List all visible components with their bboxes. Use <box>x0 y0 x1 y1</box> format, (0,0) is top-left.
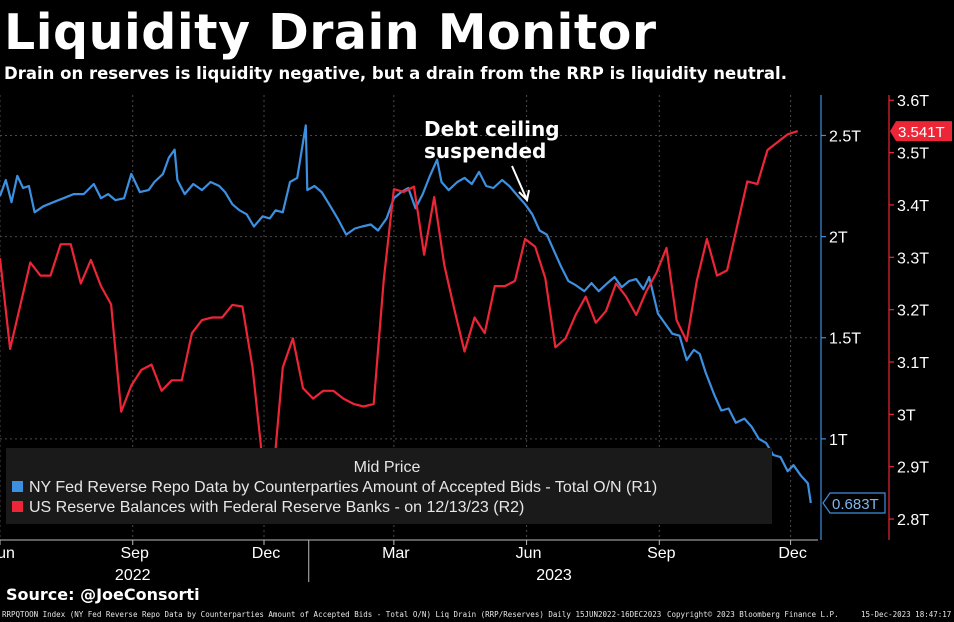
x-axis: Jun Sep Dec Mar Jun Sep Dec 2022 2023 <box>0 539 818 584</box>
axis-r2-label-3: 3.1T <box>897 355 929 372</box>
legend-entry-rrp: NY Fed Reverse Repo Data by Counterparti… <box>29 479 657 496</box>
legend-swatch-rrp <box>12 481 23 492</box>
x-tick-label-3: Mar <box>382 545 410 562</box>
series-lines <box>0 124 812 504</box>
x-year-label-1: 2023 <box>536 567 572 584</box>
x-tick-label-2: Dec <box>252 545 280 562</box>
axis-r1-label-2: 2T <box>829 230 848 247</box>
last-value-tag-r2 <box>890 121 952 142</box>
legend-box <box>6 448 772 524</box>
axis-r2-label-5: 3.3T <box>897 250 929 267</box>
x-tick-label-5: Sep <box>647 545 676 562</box>
annotation-line-1: Debt ceiling <box>424 117 560 141</box>
footer: RRPQTOON Index (NY Fed Reverse Repo Data… <box>0 607 954 622</box>
axis-r2-label-4: 3.2T <box>897 303 929 320</box>
axis-r1-label-1: 1.5T <box>829 331 861 348</box>
axis-r2-label-1: 2.9T <box>897 460 929 477</box>
last-value-label-r2: 3.541T <box>898 124 945 141</box>
series-line-rrp <box>0 124 812 504</box>
axis-r2-label-7: 3.5T <box>897 146 929 163</box>
legend-swatch-reserves <box>12 501 23 512</box>
page-title: Liquidity Drain Monitor <box>4 4 657 61</box>
axis-r1-label-0: 1T <box>829 432 848 449</box>
x-year-label-0: 2022 <box>115 567 151 584</box>
axis-r2-label-0: 2.8T <box>897 512 929 529</box>
x-tick-label-0: Jun <box>0 545 15 562</box>
axis-r2-label-6: 3.4T <box>897 198 929 215</box>
axis-r2-label-2: 3T <box>897 407 916 424</box>
series-line-reserves <box>0 130 799 483</box>
annotation-line-2: suspended <box>424 139 546 163</box>
annotation-arrow <box>511 165 530 203</box>
legend: Mid Price NY Fed Reverse Repo Data by Co… <box>6 448 772 524</box>
page-subtitle: Drain on reserves is liquidity negative,… <box>4 64 787 83</box>
liquidity-chart: Mid Price NY Fed Reverse Repo Data by Co… <box>0 93 952 584</box>
axis-r1: 1T 1.5T 2T 2.5T 0.683T <box>820 95 886 540</box>
legend-entry-reserves: US Reserve Balances with Federal Reserve… <box>29 499 524 516</box>
x-tick-label-6: Dec <box>778 545 806 562</box>
footer-left: RRPQTOON Index (NY Fed Reverse Repo Data… <box>2 610 662 619</box>
annotation: Debt ceiling suspended <box>424 117 560 203</box>
x-tick-label-4: Jun <box>516 545 542 562</box>
footer-center: Copyright© 2023 Bloomberg Finance L.P. <box>667 610 839 619</box>
x-tick-label-1: Sep <box>120 545 149 562</box>
axis-r2-label-8: 3.6T <box>897 93 929 110</box>
axis-r1-label-3: 2.5T <box>829 128 861 145</box>
last-value-tag-r1 <box>822 492 886 514</box>
legend-title: Mid Price <box>354 459 421 476</box>
last-value-label-r1: 0.683T <box>832 496 879 513</box>
axis-r2: 2.8T 2.9T 3T 3.1T 3.2T 3.3T 3.4T 3.5T 3.6T 3.541T <box>888 93 952 540</box>
source-credit: Source: @JoeConsorti <box>6 585 200 604</box>
footer-right: 15-Dec-2023 18:47:17 <box>861 610 952 619</box>
